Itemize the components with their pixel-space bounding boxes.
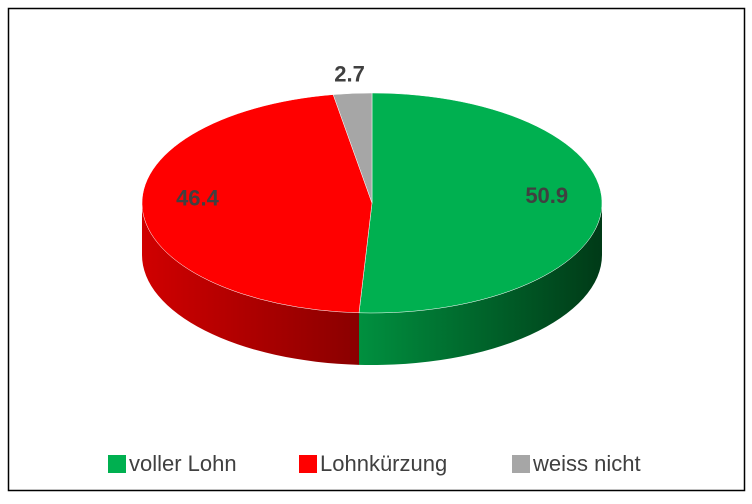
pie-slice <box>358 92 603 314</box>
pie-slice <box>141 94 373 314</box>
data-label: 50.9 <box>525 183 568 208</box>
legend-label: Lohnkürzung <box>320 451 447 476</box>
legend-swatch <box>299 455 317 473</box>
pie-side <box>142 203 360 365</box>
data-label: 2.7 <box>334 61 365 86</box>
legend-label: weiss nicht <box>532 451 641 476</box>
legend-swatch <box>512 455 530 473</box>
pie-side <box>359 203 602 365</box>
pie-slice <box>332 92 373 204</box>
legend: voller Lohn Lohnkürzung weiss nicht <box>108 451 641 476</box>
data-label: 46.4 <box>176 186 220 211</box>
legend-label: voller Lohn <box>129 451 237 476</box>
legend-swatch <box>108 455 126 473</box>
